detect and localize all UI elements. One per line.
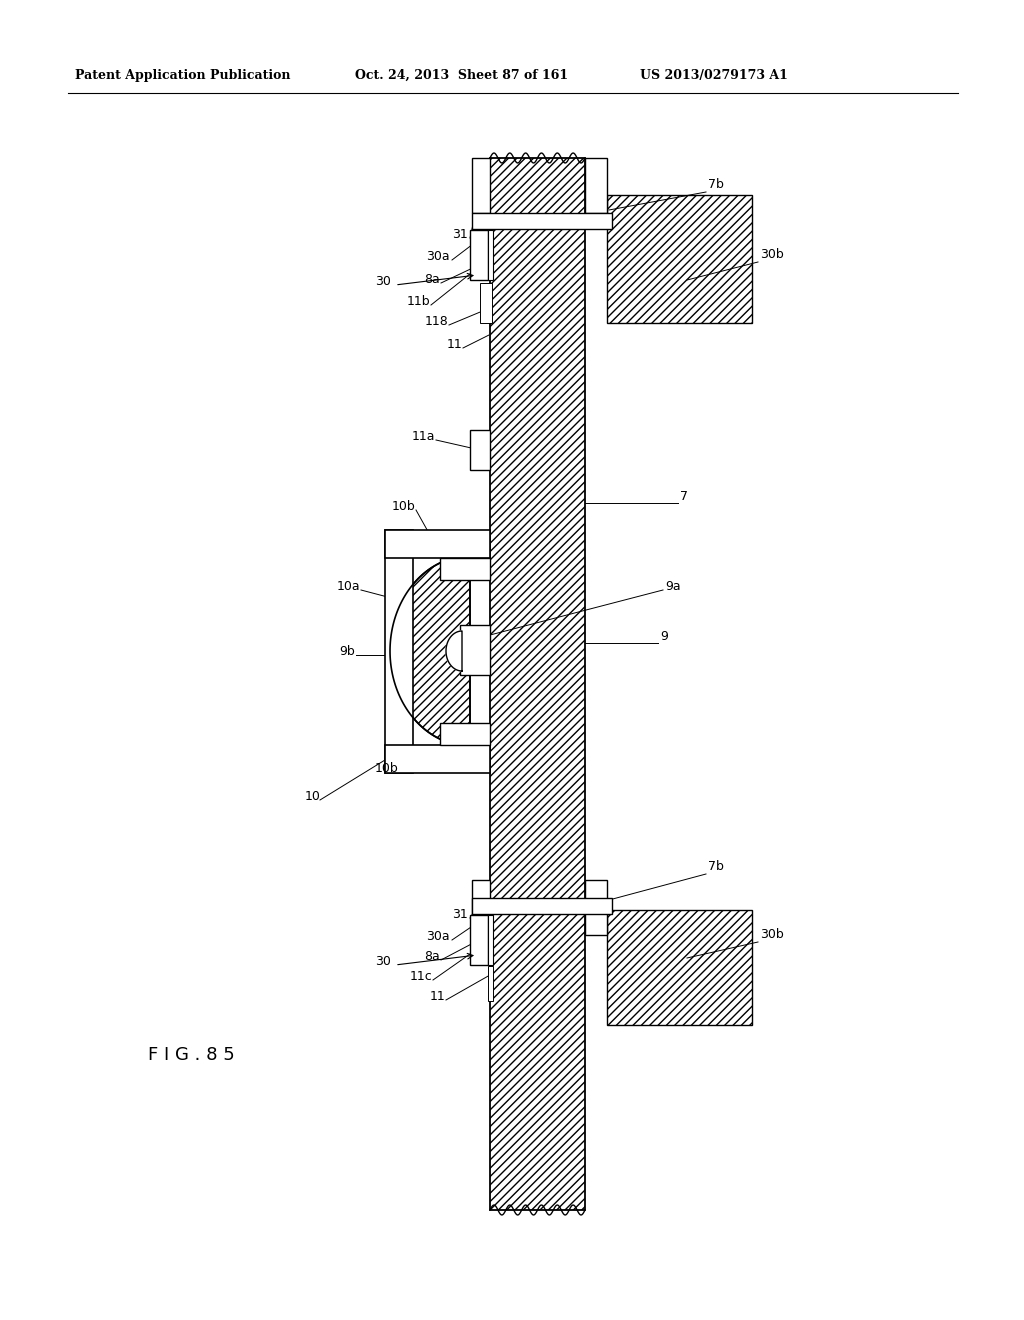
Text: Oct. 24, 2013  Sheet 87 of 161: Oct. 24, 2013 Sheet 87 of 161 [355, 69, 568, 82]
Text: 8a: 8a [424, 950, 440, 964]
Bar [585, 880, 607, 935]
Text: 9b: 9b [339, 645, 355, 657]
Bar [385, 744, 490, 774]
Text: 7b: 7b [708, 861, 724, 873]
Bar [385, 531, 413, 774]
Text: 10b: 10b [391, 500, 415, 513]
Text: 30a: 30a [426, 249, 450, 263]
Text: 11: 11 [446, 338, 462, 351]
Bar [472, 213, 612, 228]
Polygon shape [390, 556, 470, 746]
Bar [488, 915, 493, 965]
Text: 7: 7 [680, 490, 688, 503]
Bar [488, 230, 493, 280]
Bar [480, 282, 492, 323]
Text: 30: 30 [375, 954, 391, 968]
Bar [585, 158, 607, 213]
Text: 10: 10 [305, 789, 321, 803]
Bar [460, 624, 490, 675]
Text: 11c: 11c [410, 970, 432, 983]
Bar [488, 966, 493, 1001]
Bar [472, 880, 490, 935]
Bar [607, 909, 752, 1026]
Bar [440, 558, 490, 579]
Bar [472, 898, 612, 913]
Text: 31: 31 [453, 228, 468, 242]
Text: 9a: 9a [665, 579, 681, 593]
Text: 10a: 10a [336, 579, 360, 593]
Text: 30b: 30b [760, 928, 783, 941]
Text: US 2013/0279173 A1: US 2013/0279173 A1 [640, 69, 787, 82]
Text: 30a: 30a [426, 931, 450, 942]
Text: 30: 30 [375, 275, 391, 288]
Text: F I G . 8 5: F I G . 8 5 [148, 1045, 234, 1064]
Bar [490, 158, 585, 1210]
Text: 31: 31 [453, 908, 468, 921]
Bar [385, 531, 490, 558]
Bar [470, 430, 490, 470]
Bar [472, 158, 490, 213]
Text: Patent Application Publication: Patent Application Publication [75, 69, 291, 82]
Bar [440, 723, 490, 744]
Text: 11a: 11a [412, 430, 435, 444]
Bar [470, 915, 488, 965]
Text: 7b: 7b [708, 178, 724, 191]
Bar [470, 230, 488, 280]
Text: 11: 11 [429, 990, 445, 1003]
Polygon shape [446, 631, 462, 671]
Text: 30b: 30b [760, 248, 783, 261]
Text: 11b: 11b [407, 294, 430, 308]
Text: 8a: 8a [424, 273, 440, 286]
Text: 9: 9 [660, 630, 668, 643]
Text: 10b: 10b [374, 762, 398, 775]
Bar [607, 195, 752, 323]
Text: 118: 118 [424, 315, 449, 327]
